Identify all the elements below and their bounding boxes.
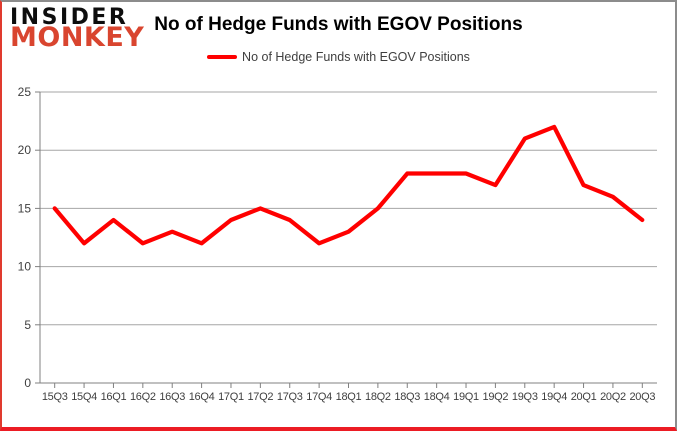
x-tick-label: 16Q1 [101,391,127,403]
y-tick-label: 0 [24,376,31,390]
x-tick-label: 20Q3 [629,391,655,403]
x-tick-label: 15Q4 [71,391,97,403]
x-tick-label: 18Q1 [336,391,362,403]
x-tick-label: 18Q3 [394,391,420,403]
x-tick-label: 16Q2 [130,391,156,403]
x-tick-label: 19Q2 [483,391,509,403]
x-tick-label: 20Q2 [600,391,626,403]
x-tick-label: 16Q4 [189,391,215,403]
x-tick-label: 17Q2 [247,391,273,403]
x-tick-label: 17Q3 [277,391,303,403]
x-tick-label: 18Q2 [365,391,391,403]
x-tick-label: 16Q3 [159,391,185,403]
x-axis-labels: 15Q3 15Q4 16Q1 16Q2 16Q3 16Q4 17Q1 17Q2 17Q3 17Q4… [42,383,656,403]
logo-text-insider: INSIDER [10,5,129,30]
logo-text-monkey: MONKEY [10,22,145,54]
y-axis-labels: 0 5 10 15 20 25 [18,85,32,390]
x-tick-label: 17Q4 [306,391,332,403]
x-tick-label: 20Q1 [571,391,597,403]
y-tick-label: 10 [18,260,32,274]
insider-monkey-logo: INSIDER MONKEY [10,5,145,54]
x-tick-label: 18Q4 [424,391,450,403]
x-tick-label: 19Q3 [512,391,538,403]
x-tick-label: 17Q1 [218,391,244,403]
y-tick-label: 25 [18,85,32,99]
y-tick-label: 5 [24,318,31,332]
x-tick-label: 19Q1 [453,391,479,403]
x-tick-label: 19Q4 [541,391,567,403]
series-line-egov [52,124,645,246]
y-tick-label: 15 [18,201,32,215]
gridlines [35,91,657,384]
y-tick-label: 20 [18,143,32,157]
x-tick-label: 15Q3 [42,391,68,403]
